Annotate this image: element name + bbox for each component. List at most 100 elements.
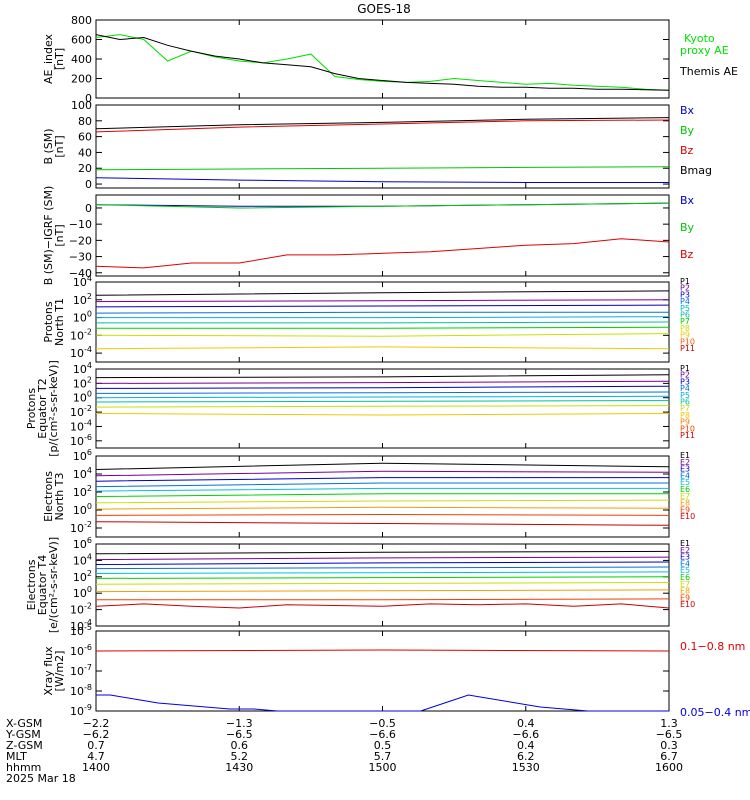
- footer-value: 0.4: [517, 739, 535, 752]
- footer-value: −2.2: [83, 717, 110, 730]
- legend-entry: 0.05−0.4 nm: [680, 706, 750, 719]
- legend-entry: 0.1−0.8 nm: [680, 640, 745, 653]
- series-line: [95, 649, 670, 652]
- panel-pn: 104 102 100 10-2 10-4 ProtonsNorth T1 P1P2P3P4…: [42, 274, 695, 363]
- legend-entry: E10: [680, 600, 695, 609]
- series-line: [96, 598, 670, 601]
- legend-entry: E8: [680, 499, 690, 508]
- legend-entry: P10: [680, 337, 695, 346]
- legend-entry: E3: [680, 465, 690, 474]
- footer-value: 0.6: [231, 739, 249, 752]
- y-tick-label: 100: [73, 502, 92, 517]
- legend-entry: E8: [680, 587, 690, 596]
- legend-entry: Bmag: [680, 164, 712, 177]
- y-tick-label: 10-7: [70, 663, 92, 678]
- series-line: [95, 374, 670, 379]
- legend-entry: P1: [680, 364, 690, 373]
- legend-entry: Themis AE: [679, 65, 738, 78]
- y-tick-label: 102: [73, 375, 92, 390]
- series-line: [96, 321, 670, 324]
- y-tick-label: 10-4: [70, 345, 92, 360]
- legend-entry: P11: [680, 431, 695, 440]
- y-tick-label: 102: [73, 484, 92, 499]
- series-line: [95, 413, 670, 416]
- footer-value: −6.2: [83, 728, 110, 741]
- series-line: [95, 550, 670, 555]
- footer-row-label: Y-GSM: [5, 728, 41, 741]
- y-tick-label: 40: [78, 146, 92, 159]
- series-line: [95, 177, 669, 183]
- series-line: [95, 166, 670, 171]
- panel-frame: [95, 104, 670, 189]
- series-line: [95, 513, 670, 516]
- series-line: [95, 304, 670, 308]
- y-tick-label: 102: [73, 569, 92, 584]
- y-tick-label: 0: [85, 202, 92, 215]
- series-line: [96, 694, 669, 712]
- legend-entry: Bz: [680, 248, 694, 261]
- series-line: [95, 556, 670, 561]
- footer-value: 1600: [655, 761, 683, 774]
- y-tick-label: −10: [69, 218, 92, 231]
- legend-entry: E10: [680, 512, 695, 521]
- series-line: [95, 470, 670, 477]
- footer-row-label: X-GSM: [6, 717, 42, 730]
- y-tick-label: 80: [78, 115, 92, 128]
- series-line: [95, 561, 670, 565]
- footer-value: 1.3: [660, 717, 678, 730]
- legend-entry: P6: [680, 398, 690, 407]
- legend-entry: Bz: [680, 144, 694, 157]
- footer-value: 0.7: [87, 739, 105, 752]
- footer-value: 1430: [225, 761, 253, 774]
- y-tick-label: 106: [73, 448, 92, 463]
- series-line: [95, 238, 670, 269]
- y-tick-label: 20: [78, 162, 92, 175]
- series-line: [95, 571, 670, 574]
- legend-entry: E6: [680, 573, 690, 582]
- series-line: [95, 576, 670, 579]
- y-tick-label: 10-2: [70, 602, 92, 617]
- series-line: [95, 462, 670, 470]
- legend-entry: P3: [680, 290, 690, 299]
- y-tick-label: −30: [69, 251, 92, 264]
- series-line: [95, 299, 670, 303]
- panel-frame: [95, 543, 670, 627]
- legend-entry: P8: [680, 411, 690, 420]
- y-tick-label: 10-2: [70, 520, 92, 535]
- y-tick-label: 10-4: [70, 618, 92, 633]
- legend-entry: E5: [680, 566, 690, 575]
- series-line: [95, 391, 670, 394]
- series-line: [95, 603, 670, 609]
- series-line: [95, 482, 669, 488]
- footer-value: 0.5: [374, 739, 392, 752]
- legend-entry: P7: [680, 404, 690, 413]
- legend-entry: E7: [680, 580, 690, 589]
- panel-frame: [95, 630, 670, 712]
- y-tick-label: 600: [71, 34, 92, 47]
- series-line: [95, 346, 670, 350]
- y-tick-label: 10-2: [70, 327, 92, 342]
- series-line: [95, 202, 670, 209]
- series-line: [95, 395, 670, 399]
- legend-entry: E9: [680, 593, 690, 602]
- panel-frame: [95, 368, 670, 449]
- legend-entry: E6: [680, 485, 690, 494]
- y-tick-label: 10-5: [70, 623, 92, 638]
- legend-entry: E4: [680, 559, 690, 568]
- footer-date: 2025 Mar 18: [6, 772, 76, 785]
- series-line: [95, 582, 670, 585]
- y-axis-label: Xray flux[W/m2]: [42, 646, 66, 696]
- footer-value: 0.3: [660, 739, 678, 752]
- legend-entry: E7: [680, 492, 690, 501]
- y-tick-label: −20: [69, 234, 92, 247]
- y-tick-label: 0: [85, 92, 92, 105]
- y-axis-label: B (SM)−IGRF (SM)[nT]: [42, 186, 66, 286]
- series-line: [95, 34, 670, 91]
- footer-row-label: Z-GSM: [6, 739, 43, 752]
- y-axis-label: AE_index[nT]: [42, 33, 66, 84]
- y-tick-label: 10-4: [70, 418, 92, 433]
- legend-entry: P9: [680, 331, 690, 340]
- footer-value: 1400: [82, 761, 110, 774]
